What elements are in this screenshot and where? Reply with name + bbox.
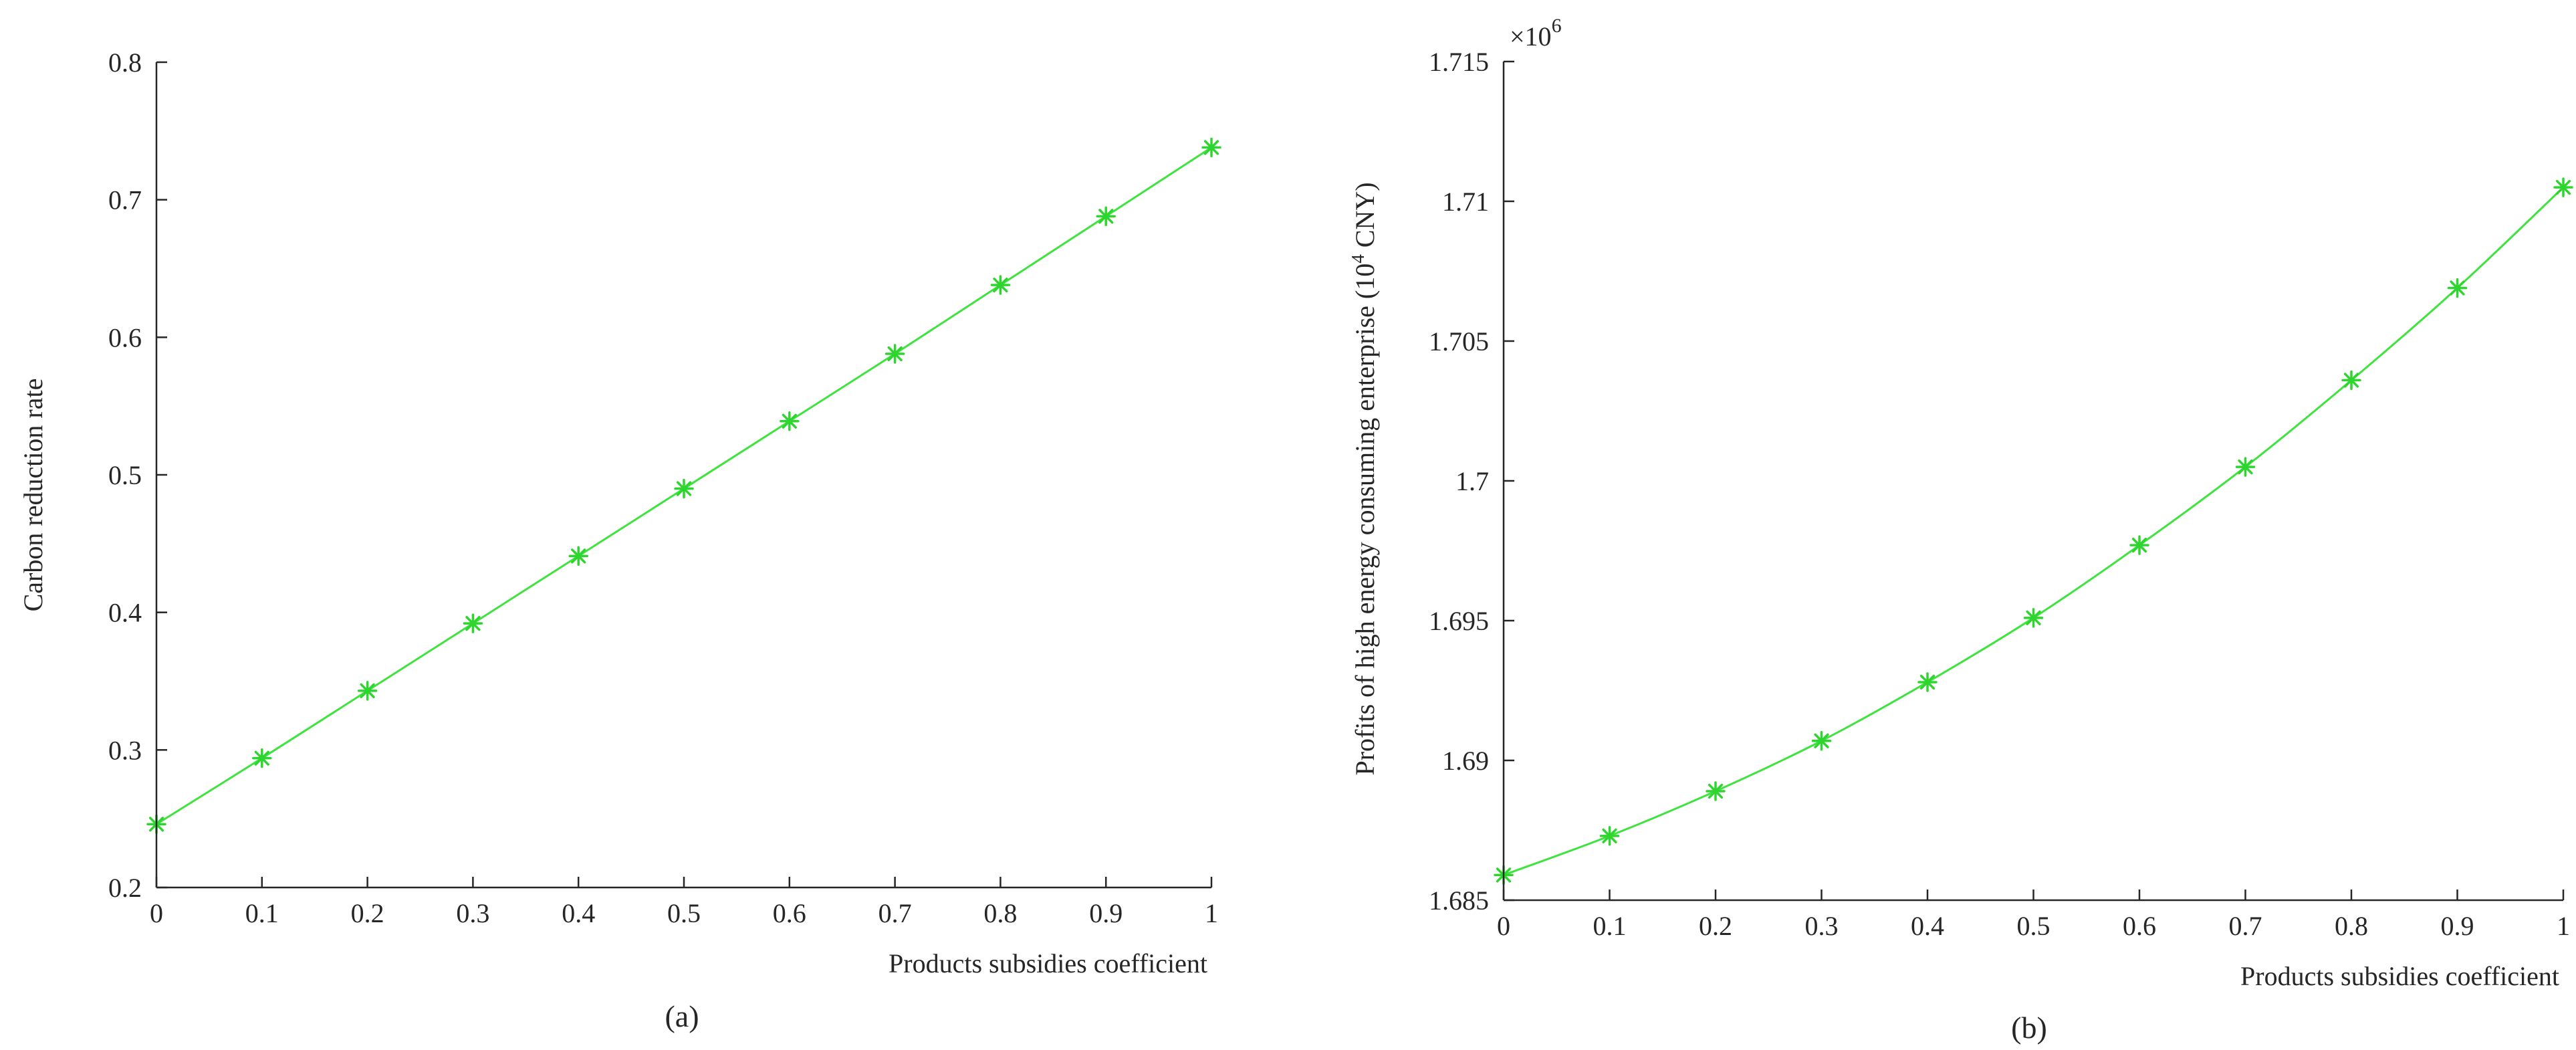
panel-a-x-tick-label: 0.3 — [456, 898, 489, 928]
panel-b-series-line — [1503, 187, 2565, 876]
chart-panel-b: 0 0.1 0.2 0.3 0.4 0.5 0.6 0.7 0.8 0.9 1 1.6851.691… — [1348, 15, 2573, 1045]
panel-a-data-point — [885, 344, 905, 364]
panel-a-x-tick-label: 0.1 — [245, 898, 279, 928]
chart-panel-a: 0 0.1 0.2 0.3 0.4 0.5 0.6 0.7 0.8 0.9 1 0.20.30.40… — [18, 47, 1221, 1033]
panel-a-data-point — [252, 748, 272, 768]
panel-a-y-tick-label: 0.8 — [108, 47, 142, 78]
panel-b-y-tick-label: 1.69 — [1442, 746, 1489, 776]
panel-a-y-tick-label: 0.6 — [108, 322, 142, 352]
panel-b-x-tick-label: 0.1 — [1593, 911, 1627, 941]
panel-a-x-ticks: 0 0.1 0.2 0.3 0.4 0.5 0.6 0.7 0.8 0.9 1 — [150, 877, 1218, 928]
panel-b-x-tick-label: 1 — [2557, 911, 2570, 941]
panel-b-y-axis-title-end: CNY) — [1350, 182, 1380, 254]
panel-b-y-tick-label: 1.7 — [1455, 466, 1489, 496]
panel-b-label: (b) — [2011, 1011, 2047, 1045]
panel-b-data-point — [2023, 608, 2044, 628]
panel-b-y-multiplier-base: ×10 — [1510, 21, 1552, 51]
panel-b-marker-asterisk — [2341, 370, 2361, 391]
panel-a-data-point — [780, 411, 800, 431]
panel-b-x-tick-label: 0.7 — [2229, 911, 2262, 941]
panel-b-x-tick-label: 0 — [1497, 911, 1510, 941]
panel-b-y-tick-label: 1.695 — [1429, 606, 1489, 636]
panel-b-marker-asterisk — [2129, 535, 2149, 555]
panel-b-x-tick-label: 0.4 — [1911, 911, 1944, 941]
panel-b-y-tick-label: 1.715 — [1429, 47, 1489, 77]
panel-b-y-axis-title-superscript: 4 — [1348, 254, 1368, 264]
panel-b-data-point — [1599, 826, 1620, 846]
panel-a-marker-asterisk — [780, 411, 800, 431]
panel-a-y-tick-label: 0.2 — [108, 873, 142, 903]
panel-a-marker-asterisk — [463, 613, 483, 633]
panel-a-x-tick-label: 0.6 — [773, 898, 806, 928]
panel-b-marker-asterisk — [1917, 672, 1938, 692]
panel-b-x-tick-label: 0.3 — [1805, 911, 1839, 941]
panel-a-marker-asterisk — [568, 546, 588, 566]
panel-a-data-point — [674, 478, 694, 499]
panel-b-data-point — [1917, 672, 1938, 692]
panel-b-x-tick-label: 0.8 — [2335, 911, 2368, 941]
panel-a-y-tick-label: 0.4 — [108, 598, 142, 628]
panel-b-marker-asterisk — [2447, 278, 2468, 298]
panel-b-y-ticks: 1.685 1.69 1.695 1.7 1.705 1.71 1.715 — [1429, 47, 1514, 916]
panel-b-marker-asterisk — [2235, 457, 2256, 477]
panel-a-x-tick-label: 0.5 — [667, 898, 701, 928]
panel-b-x-tick-label: 0.2 — [1699, 911, 1732, 941]
panel-b-marker-asterisk — [1811, 730, 1832, 751]
panel-b-y-axis-title: Profits of high energy consuming enterpr… — [1348, 182, 1380, 775]
panel-a-marker-asterisk — [252, 748, 272, 768]
panel-b-marker-asterisk — [1599, 826, 1620, 846]
panel-b-y-tick-label: 1.71 — [1442, 187, 1489, 217]
panel-a-y-tick-label: 0.5 — [108, 460, 142, 490]
panel-b-y-tick-label: 1.685 — [1429, 885, 1489, 916]
panel-a-data-point — [463, 613, 483, 633]
panel-b-marker-asterisk — [2553, 177, 2573, 197]
panel-b-x-tick-label: 0.9 — [2441, 911, 2474, 941]
panel-a-marker-asterisk — [674, 478, 694, 499]
panel-a-x-tick-label: 0.8 — [983, 898, 1017, 928]
panel-b-data-point — [1706, 781, 1726, 801]
panel-b-data-point — [2129, 535, 2149, 555]
panel-b-marks — [1494, 177, 2573, 885]
panel-b-y-axis-title-main: Profits of high energy consuming enterpr… — [1350, 264, 1380, 776]
panel-a-marker-asterisk — [990, 275, 1011, 295]
panel-a-data-point — [568, 546, 588, 566]
panel-a-label: (a) — [665, 999, 699, 1033]
panel-a-data-point — [1201, 137, 1221, 158]
panel-a-data-point — [1096, 206, 1116, 227]
panel-b-y-multiplier-exponent: 6 — [1552, 15, 1562, 37]
panel-a-x-tick-label: 1 — [1205, 898, 1218, 928]
panel-a-x-tick-label: 0 — [150, 898, 163, 928]
panel-b-data-point — [2553, 177, 2573, 197]
panel-a-marks — [146, 137, 1221, 835]
panel-b-marker-asterisk — [1706, 781, 1726, 801]
panel-a-y-ticks: 0.2 0.3 0.4 0.5 0.6 0.7 0.8 — [108, 47, 167, 903]
panel-a-marker-asterisk — [1096, 206, 1116, 227]
panel-a-marker-asterisk — [885, 344, 905, 364]
panel-b-y-tick-label: 1.705 — [1429, 326, 1489, 356]
panel-b-data-point — [2447, 278, 2468, 298]
panel-a-marker-asterisk — [357, 681, 378, 701]
panel-a-data-point — [990, 275, 1011, 295]
panel-a-x-tick-label: 0.4 — [562, 898, 595, 928]
panel-a-x-tick-label: 0.2 — [351, 898, 384, 928]
panel-a-y-tick-label: 0.7 — [108, 185, 142, 215]
panel-b-marker-asterisk — [2023, 608, 2044, 628]
panel-a-y-axis-title: Carbon reduction rate — [18, 379, 48, 612]
panel-b-x-ticks: 0 0.1 0.2 0.3 0.4 0.5 0.6 0.7 0.8 0.9 1 — [1497, 889, 2570, 941]
panel-b-y-multiplier: ×106 — [1510, 15, 1562, 51]
panel-a-y-tick-label: 0.3 — [108, 735, 142, 765]
panel-b-data-point — [1811, 730, 1832, 751]
panel-a-x-tick-label: 0.7 — [879, 898, 912, 928]
panel-b-x-tick-label: 0.6 — [2123, 911, 2156, 941]
panel-a-x-tick-label: 0.9 — [1089, 898, 1123, 928]
panel-b-data-point — [2341, 370, 2361, 391]
panel-a-data-point — [357, 681, 378, 701]
panel-a-marker-asterisk — [1201, 137, 1221, 158]
panel-b-x-tick-label: 0.5 — [2017, 911, 2051, 941]
panel-b-x-axis-title: Products subsidies coefficient — [2240, 961, 2559, 991]
panel-b-data-point — [2235, 457, 2256, 477]
panel-a-x-axis-title: Products subsidies coefficient — [889, 948, 1207, 978]
